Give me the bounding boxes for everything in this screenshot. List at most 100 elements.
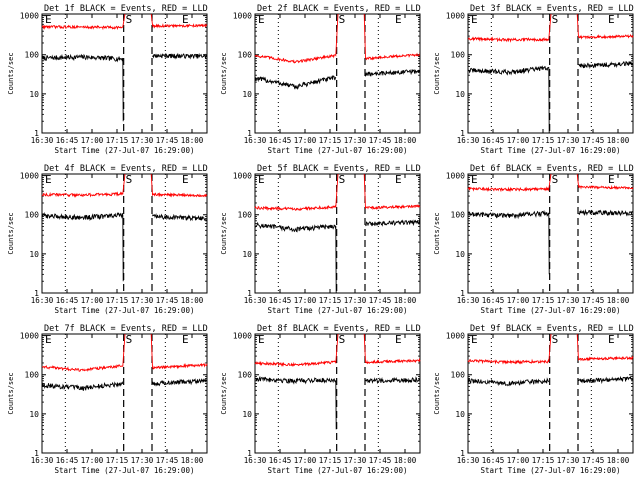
x-tick-label: 16:45 [269, 296, 292, 305]
marker-label: E [258, 333, 265, 346]
y-tick-label: 1 [460, 449, 465, 458]
chart-panel-2: Det 2f BLACK = Events, RED = LLD 1 10 100 10… [220, 4, 421, 155]
x-tick-label: 17:45 [156, 136, 179, 145]
chart-title: Det 4f BLACK = Events, RED = LLD [44, 164, 208, 174]
plot-frame [254, 13, 421, 134]
y-tick-label: 100 [25, 51, 40, 60]
x-tick-label: 16:45 [269, 136, 292, 145]
lld-series-pre [467, 173, 552, 193]
x-tick-label: 17:15 [106, 456, 129, 465]
y-axis-label: Counts/sec [220, 52, 228, 94]
events-series-pre [467, 65, 550, 134]
x-tick-label: 17:15 [532, 296, 555, 305]
y-tick-label: 1000 [446, 332, 465, 341]
y-tick-label: 100 [451, 211, 466, 220]
events-series-post [365, 376, 421, 385]
marker-label: E [45, 173, 52, 186]
events-series-post [578, 60, 634, 69]
y-tick-label: 10 [29, 250, 39, 259]
x-tick-label: 16:30 [31, 136, 54, 145]
x-tick-label: 17:15 [319, 136, 342, 145]
marker-label: E [395, 333, 402, 346]
lld-series-post [363, 333, 421, 365]
y-axis-label: Counts/sec [7, 212, 15, 254]
x-axis-label: Start Time (27-Jul-07 16:29:00) [481, 466, 621, 475]
chart-title: Det 5f BLACK = Events, RED = LLD [257, 164, 421, 174]
events-series-pre [467, 377, 550, 387]
lld-series-post [150, 333, 208, 370]
lld-series-post [150, 13, 208, 29]
events-series-pre [41, 212, 124, 282]
y-tick-label: 1 [460, 129, 465, 138]
x-axis-label: Start Time (27-Jul-07 16:29:00) [268, 306, 408, 315]
x-axis-label: Start Time (27-Jul-07 16:29:00) [55, 146, 195, 155]
lld-series-pre [41, 13, 126, 31]
x-tick-label: 18:00 [394, 136, 417, 145]
marker-label: S [339, 13, 346, 26]
x-tick-label: 17:30 [131, 456, 154, 465]
x-tick-label: 17:15 [319, 296, 342, 305]
x-axis-label: Start Time (27-Jul-07 16:29:00) [268, 466, 408, 475]
y-tick-label: 10 [242, 90, 252, 99]
y-tick-label: 1 [460, 289, 465, 298]
x-axis-label: Start Time (27-Jul-07 16:29:00) [481, 146, 621, 155]
x-tick-label: 16:45 [482, 296, 505, 305]
y-axis-label: Counts/sec [433, 212, 441, 254]
x-tick-label: 17:45 [582, 136, 605, 145]
y-tick-label: 1000 [20, 172, 39, 181]
events-series-post [152, 378, 208, 387]
chart-title: Det 6f BLACK = Events, RED = LLD [470, 164, 634, 174]
y-tick-label: 1 [34, 449, 39, 458]
marker-label: E [471, 173, 478, 186]
events-series-post [578, 375, 634, 385]
y-tick-label: 10 [242, 250, 252, 259]
marker-label: E [182, 333, 189, 346]
plot-frame [254, 333, 421, 454]
y-axis-label: Counts/sec [433, 52, 441, 94]
marker-label: E [45, 333, 52, 346]
lld-series-post [363, 173, 421, 211]
marker-label: E [45, 13, 52, 26]
y-tick-label: 1000 [446, 12, 465, 21]
x-tick-label: 18:00 [181, 296, 204, 305]
chart-panel-6: Det 6f BLACK = Events, RED = LLD 1 10 100 10… [433, 164, 634, 315]
y-tick-label: 10 [29, 410, 39, 419]
x-tick-label: 16:30 [457, 136, 480, 145]
y-tick-label: 1000 [233, 172, 252, 181]
x-tick-label: 17:30 [131, 136, 154, 145]
marker-label: E [471, 333, 478, 346]
y-tick-label: 1 [34, 129, 39, 138]
marker-label: S [126, 333, 133, 346]
lld-series-pre [42, 333, 126, 372]
lld-series-pre [254, 13, 339, 64]
x-tick-label: 17:30 [557, 136, 580, 145]
y-tick-label: 1000 [233, 332, 252, 341]
plot-frame [41, 13, 208, 134]
marker-label: E [471, 13, 478, 26]
events-series-pre [254, 74, 337, 90]
events-series-post [152, 52, 208, 60]
y-tick-label: 1000 [20, 332, 39, 341]
y-tick-label: 100 [238, 371, 253, 380]
x-tick-label: 17:45 [369, 136, 392, 145]
chart-panel-1: Det 1f BLACK = Events, RED = LLD 1 10 100 10… [7, 4, 208, 155]
marker-label: E [258, 13, 265, 26]
x-tick-label: 18:00 [181, 456, 204, 465]
chart-title: Det 8f BLACK = Events, RED = LLD [257, 324, 421, 334]
lld-series-pre [41, 173, 126, 198]
x-tick-label: 18:00 [607, 456, 630, 465]
y-tick-label: 10 [29, 90, 39, 99]
y-tick-label: 100 [451, 51, 466, 60]
x-tick-label: 17:30 [344, 296, 367, 305]
chart-panel-7: Det 7f BLACK = Events, RED = LLD 1 10 100 10… [7, 324, 208, 475]
events-series-pre [467, 209, 550, 275]
chart-panel-9: Det 9f BLACK = Events, RED = LLD 1 10 100 10… [433, 324, 634, 475]
lld-series-post [576, 333, 634, 362]
x-tick-label: 18:00 [607, 296, 630, 305]
lld-series-post [576, 173, 634, 191]
events-series-post [152, 213, 208, 222]
marker-label: S [126, 173, 133, 186]
lld-series-post [363, 13, 421, 61]
x-tick-label: 17:15 [532, 136, 555, 145]
x-tick-label: 17:00 [81, 136, 104, 145]
